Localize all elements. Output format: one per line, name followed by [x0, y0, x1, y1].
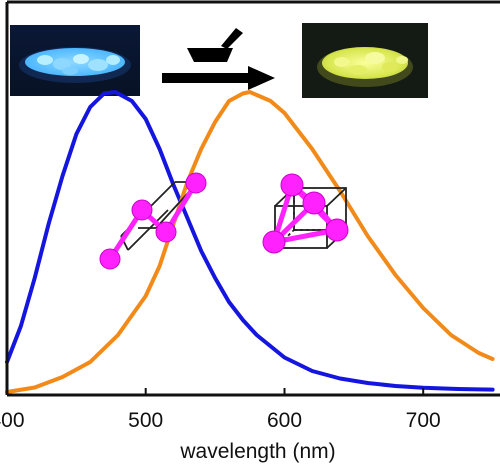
x-axis-label: wavelength (nm) — [179, 440, 335, 463]
blue-luminescent-crystals-photo — [10, 25, 140, 96]
x-axis-tick-label: 700 — [406, 409, 441, 432]
zigzag-bond — [127, 209, 169, 251]
arrow-shaft — [162, 73, 252, 83]
crystal-structure-right — [262, 173, 349, 254]
blue-crystals-image — [19, 47, 131, 83]
atom-sphere — [325, 218, 349, 242]
orange-emission-curve — [5, 90, 495, 394]
x-axis-tick-label: 500 — [128, 409, 163, 432]
x-axis-tick-label: 400 — [0, 409, 25, 432]
atom-sphere — [280, 173, 304, 197]
yellow-luminescent-crystals-photo — [302, 23, 428, 98]
yellow-crystals-image — [302, 23, 428, 98]
cube-edge — [326, 187, 347, 207]
atom-sphere — [131, 199, 153, 221]
arrow-right-icon — [162, 66, 275, 90]
grinding-process-indicator — [162, 28, 275, 90]
mortar-and-pestle-icon — [187, 28, 243, 62]
atom-sphere — [262, 230, 286, 254]
mortar-bowl — [187, 48, 233, 62]
arrow-head — [248, 66, 275, 90]
chart-curves-layer — [5, 90, 495, 394]
atom-sphere — [99, 248, 121, 270]
x-axis-ticks: 400 500 600 700 — [0, 388, 441, 432]
atom-sphere — [302, 191, 326, 215]
pestle — [221, 28, 243, 49]
crystal-structure-left — [99, 172, 207, 270]
atom-sphere — [185, 172, 207, 194]
blue-emission-curve — [5, 90, 495, 392]
x-axis-tick-label: 600 — [267, 409, 302, 432]
atom-sphere — [155, 221, 177, 243]
